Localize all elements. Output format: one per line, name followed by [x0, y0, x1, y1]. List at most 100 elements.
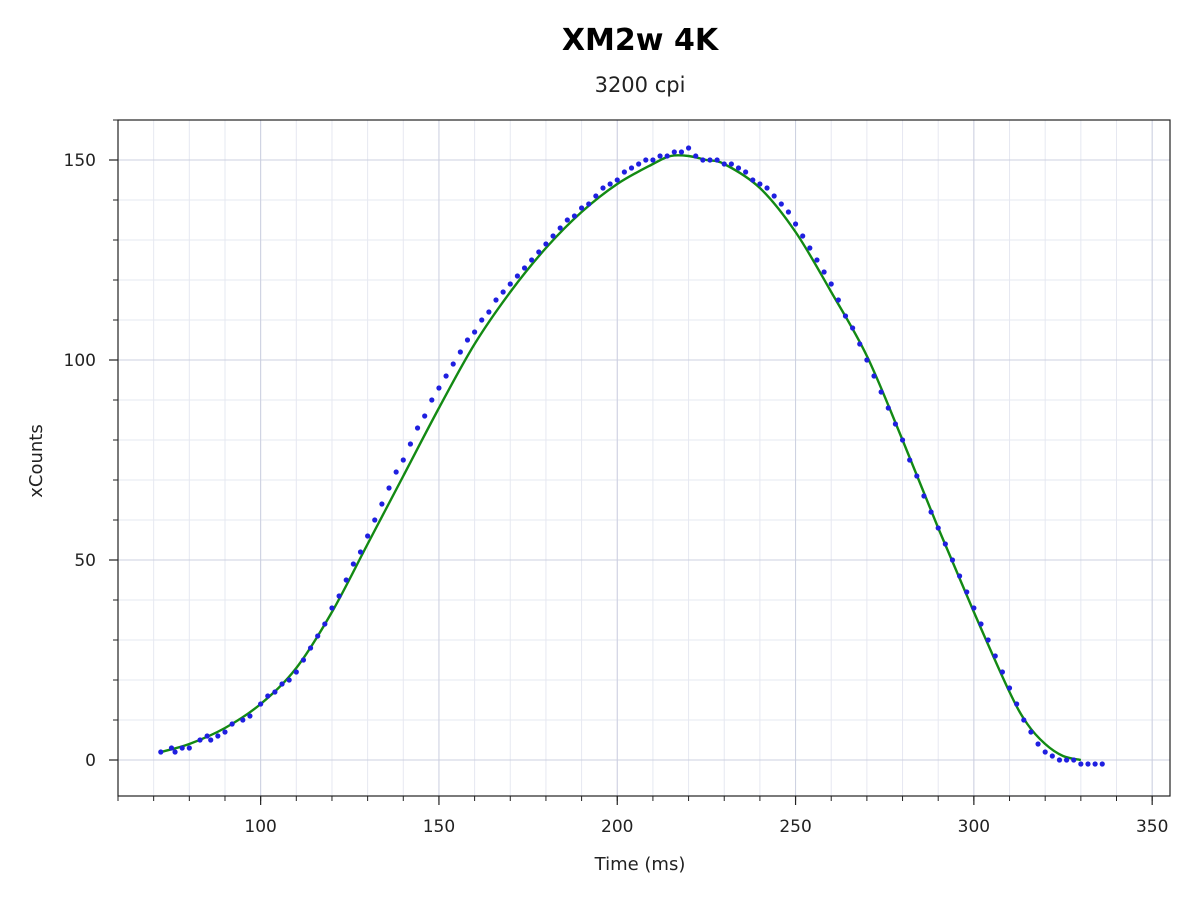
data-point	[907, 457, 913, 463]
data-point	[550, 233, 556, 239]
data-point	[486, 309, 492, 315]
data-point	[957, 573, 963, 579]
x-tick-label: 300	[958, 817, 990, 837]
data-point	[521, 265, 528, 271]
data-point	[685, 145, 692, 151]
y-axis-label: xCounts	[26, 424, 47, 498]
data-point	[985, 637, 991, 643]
data-point	[422, 413, 428, 419]
data-point	[158, 749, 164, 755]
data-point	[536, 249, 542, 255]
fit-curve	[160, 154, 1082, 762]
data-point	[914, 473, 920, 479]
data-point	[507, 281, 513, 287]
plot-area-frame	[117, 119, 1171, 797]
data-point	[764, 185, 770, 191]
data-point	[1071, 757, 1077, 763]
data-point	[1042, 749, 1048, 755]
x-tick-label: 100	[244, 817, 276, 837]
chart-subtitle: 3200 cpi	[595, 73, 686, 97]
fit-curve-layer	[160, 154, 1082, 762]
data-point	[671, 149, 677, 155]
data-point	[792, 221, 799, 227]
data-point	[743, 169, 749, 175]
data-point	[564, 217, 570, 223]
data-point	[992, 653, 998, 659]
data-point	[1035, 741, 1041, 747]
data-point	[586, 201, 592, 207]
data-point	[814, 257, 820, 263]
data-point	[429, 397, 435, 403]
data-point	[971, 605, 977, 611]
data-point	[258, 701, 264, 707]
data-point	[208, 737, 214, 743]
data-point	[386, 485, 392, 491]
data-point	[571, 213, 578, 219]
data-point	[197, 737, 203, 743]
data-point	[871, 373, 877, 379]
data-point	[365, 533, 371, 539]
data-point	[543, 241, 549, 247]
x-tick-label: 200	[601, 817, 633, 837]
data-point	[1063, 757, 1070, 763]
data-points-layer	[158, 145, 1105, 767]
data-point	[436, 385, 442, 391]
data-point	[721, 161, 727, 167]
data-point	[607, 181, 613, 187]
data-point	[842, 313, 849, 319]
data-point	[650, 157, 656, 163]
data-point	[600, 185, 606, 191]
data-point	[186, 745, 192, 751]
data-point	[578, 205, 585, 211]
data-point	[343, 577, 349, 583]
data-point	[636, 161, 642, 167]
data-point	[857, 341, 863, 347]
data-point	[899, 437, 906, 443]
data-point	[357, 549, 364, 555]
data-point	[999, 669, 1005, 675]
data-point	[700, 157, 706, 163]
data-point	[978, 621, 984, 627]
y-tick-label: 100	[64, 351, 96, 371]
data-point	[807, 245, 813, 251]
data-point	[279, 681, 285, 687]
data-point	[229, 721, 235, 727]
data-point	[821, 269, 827, 275]
data-point	[1014, 701, 1020, 707]
data-point	[864, 357, 870, 363]
data-point	[928, 509, 934, 515]
axis-ticks	[109, 119, 1153, 805]
data-point	[307, 645, 314, 651]
data-point	[835, 297, 841, 303]
data-point	[215, 733, 221, 739]
data-point	[964, 589, 970, 595]
data-point	[678, 149, 685, 155]
data-point	[529, 257, 535, 263]
data-point	[329, 605, 335, 611]
data-point	[1085, 761, 1091, 767]
major-grid	[118, 120, 1170, 796]
tick-labels: 100 150 200 250 300 350 0 50 100 150	[64, 151, 1169, 837]
data-point	[443, 373, 449, 379]
data-point	[1092, 761, 1098, 767]
data-point	[1021, 717, 1027, 723]
data-point	[464, 337, 471, 343]
data-point	[400, 457, 406, 463]
y-tick-label: 50	[74, 551, 96, 571]
data-point	[372, 517, 378, 523]
data-point	[179, 745, 185, 751]
data-point	[350, 561, 356, 567]
data-point	[800, 233, 806, 239]
data-point	[1006, 685, 1013, 691]
data-point	[714, 157, 720, 163]
y-tick-label: 150	[64, 151, 96, 171]
data-point	[315, 633, 321, 639]
data-point	[778, 201, 784, 207]
data-point	[414, 425, 421, 431]
data-point	[828, 281, 834, 287]
data-point	[300, 657, 307, 663]
data-point	[265, 693, 271, 699]
data-point	[379, 501, 385, 507]
data-point	[735, 165, 742, 171]
data-point	[728, 161, 734, 167]
